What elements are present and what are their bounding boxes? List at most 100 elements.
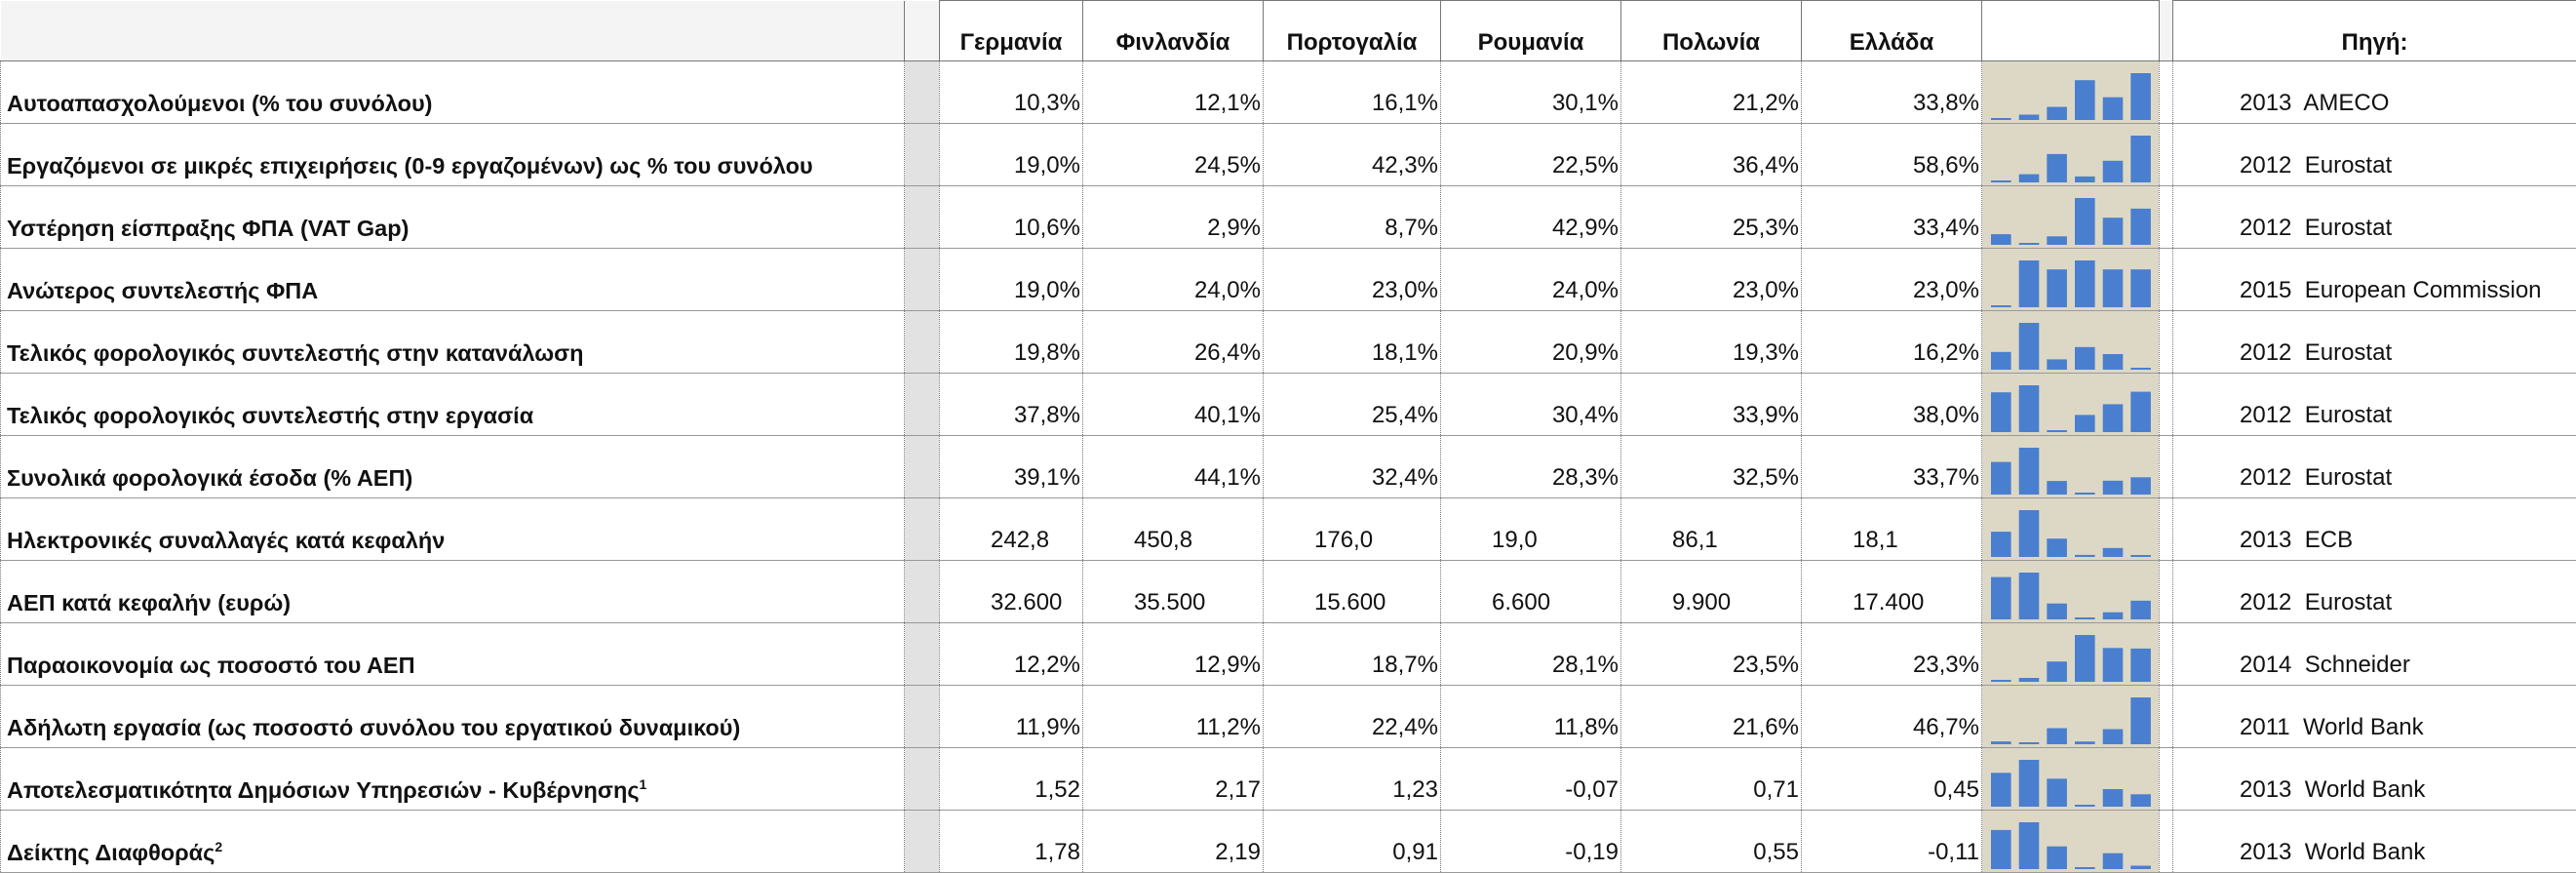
sparkline-bar-poland xyxy=(2103,269,2124,307)
value-cell-poland: 32,5% xyxy=(1621,436,1802,498)
value-cell-finland: 40,1% xyxy=(1083,374,1264,436)
value-cell-finland: 450,8 xyxy=(1083,498,1264,561)
value-cell-portugal: 16,1% xyxy=(1264,61,1441,124)
value-cell-germany: 242,8 xyxy=(940,498,1083,561)
sparkline-bar-portugal xyxy=(2047,729,2067,745)
row-label-text: Τελικός φορολογικός συντελεστής στην κατ… xyxy=(7,340,584,366)
sparkline-bar-romania xyxy=(2075,867,2095,869)
value-cell-romania: 6.600 xyxy=(1441,561,1621,623)
row-label: Εργαζόμενοι σε μικρές επιχειρήσεις (0-9 … xyxy=(1,124,905,186)
source-name: Schneider xyxy=(2305,652,2410,678)
sparkline-chart xyxy=(1982,256,2160,310)
table-row: Αδήλωτη εργασία (ως ποσοστό συνόλου του … xyxy=(1,686,2576,748)
value-cell-poland: 9.900 xyxy=(1621,561,1802,623)
row-label-text: Αδήλωτη εργασία (ως ποσοστό συνόλου του … xyxy=(7,715,740,740)
sparkline-cell xyxy=(1982,436,2160,498)
gap-cell-2 xyxy=(2160,561,2173,623)
row-label-text: ΑΕΠ κατά κεφαλήν (ευρώ) xyxy=(7,590,291,615)
source-cell: 2011 World Bank xyxy=(2173,686,2576,748)
value-cell-poland: 21,2% xyxy=(1621,61,1802,124)
value-cell-poland: 25,3% xyxy=(1621,186,1802,249)
gap-cell xyxy=(905,623,940,686)
value-cell-finland: 24,0% xyxy=(1083,249,1264,311)
sparkline-chart xyxy=(1982,755,2160,810)
sparkline-header xyxy=(1982,1,2160,61)
source-year: 2012 xyxy=(2240,215,2291,241)
row-label: Αυτοαπασχολούμενοι (% του συνόλου) xyxy=(1,61,905,124)
gap-cell-2 xyxy=(2160,311,2173,374)
sparkline-bar-finland xyxy=(2019,243,2040,245)
sparkline-bar-romania xyxy=(2075,805,2095,807)
row-label-text: Αποτελεσματικότητα Δημόσιων Υπηρεσιών - … xyxy=(7,777,640,803)
sparkline-bar-germany xyxy=(1991,773,2011,807)
value-cell-poland: 19,3% xyxy=(1621,311,1802,374)
source-year: 2012 xyxy=(2240,152,2291,179)
sparkline-bar-germany xyxy=(1991,234,2011,245)
value-cell-greece: 16,2% xyxy=(1802,311,1982,374)
source-cell: 2014 Schneider xyxy=(2173,623,2576,686)
col-header-poland: Πολωνία xyxy=(1621,1,1802,61)
col-header-greece: Ελλάδα xyxy=(1802,1,1982,61)
gap-cell-2 xyxy=(2160,374,2173,436)
value-cell-portugal: 8,7% xyxy=(1264,186,1441,249)
sparkline-cell xyxy=(1982,623,2160,686)
value-cell-finland: 11,2% xyxy=(1083,686,1264,748)
row-label: Αδήλωτη εργασία (ως ποσοστό συνόλου του … xyxy=(1,686,905,748)
value-cell-portugal: 32,4% xyxy=(1264,436,1441,498)
sparkline-bar-romania xyxy=(2075,617,2095,619)
value-cell-romania: 28,3% xyxy=(1441,436,1621,498)
header-row: Γερμανία Φινλανδία Πορτογαλία Ρουμανία Π… xyxy=(1,1,2576,61)
sparkline-bar-germany xyxy=(1991,680,2011,682)
sparkline-bar-greece xyxy=(2130,209,2151,245)
sparkline-chart xyxy=(1982,318,2160,373)
sparkline-bar-greece xyxy=(2130,697,2151,744)
source-year: 2012 xyxy=(2240,402,2291,428)
sparkline-bar-romania xyxy=(2075,555,2095,557)
value-cell-portugal: 176,0 xyxy=(1264,498,1441,561)
source-year: 2013 xyxy=(2240,90,2291,116)
gap-cell xyxy=(905,249,940,311)
sparkline-bar-poland xyxy=(2103,161,2124,182)
row-label-text: Συνολικά φορολογικά έσοδα (% ΑΕΠ) xyxy=(7,465,412,491)
gap-cell xyxy=(905,374,940,436)
sparkline-bar-romania xyxy=(2075,415,2095,432)
value-cell-finland: 2,19 xyxy=(1083,811,1264,873)
value-cell-germany: 19,0% xyxy=(940,124,1083,186)
value-cell-portugal: 1,23 xyxy=(1264,748,1441,811)
sparkline-bar-romania xyxy=(2075,741,2095,744)
sparkline-bar-poland xyxy=(2103,648,2124,682)
value-cell-greece: 23,0% xyxy=(1802,249,1982,311)
sparkline-bar-germany xyxy=(1991,118,2011,120)
sparkline-chart xyxy=(1982,693,2160,747)
source-cell: 2012 Eurostat xyxy=(2173,374,2576,436)
gap-cell xyxy=(905,748,940,811)
sparkline-bar-germany xyxy=(1991,305,2011,307)
sparkline-bar-finland xyxy=(2019,260,2040,307)
value-cell-portugal: 22,4% xyxy=(1264,686,1441,748)
row-label: Υστέρηση είσπραξης ΦΠΑ (VAT Gap) xyxy=(1,186,905,249)
source-cell: 2013 ECB xyxy=(2173,498,2576,561)
value-cell-finland: 24,5% xyxy=(1083,124,1264,186)
sparkline-bar-romania xyxy=(2075,635,2095,682)
gap-cell-2 xyxy=(2160,686,2173,748)
source-name: European Commission xyxy=(2305,277,2542,303)
value-cell-portugal: 0,91 xyxy=(1264,811,1441,873)
corner-cell xyxy=(1,1,905,61)
sparkline-bar-portugal xyxy=(2047,430,2067,432)
table-body: Αυτοαπασχολούμενοι (% του συνόλου)10,3%1… xyxy=(1,61,2576,873)
value-cell-finland: 26,4% xyxy=(1083,311,1264,374)
value-cell-germany: 1,52 xyxy=(940,748,1083,811)
sparkline-chart xyxy=(1982,505,2160,560)
source-cell: 2013 World Bank xyxy=(2173,748,2576,811)
sparkline-cell xyxy=(1982,311,2160,374)
sparkline-bar-germany xyxy=(1991,741,2011,744)
sparkline-chart xyxy=(1982,68,2160,123)
sparkline-chart xyxy=(1982,568,2160,622)
gap-header-2 xyxy=(2160,1,2173,61)
value-cell-romania: 20,9% xyxy=(1441,311,1621,374)
value-cell-poland: 36,4% xyxy=(1621,124,1802,186)
sparkline-cell xyxy=(1982,61,2160,124)
gap-cell-2 xyxy=(2160,748,2173,811)
